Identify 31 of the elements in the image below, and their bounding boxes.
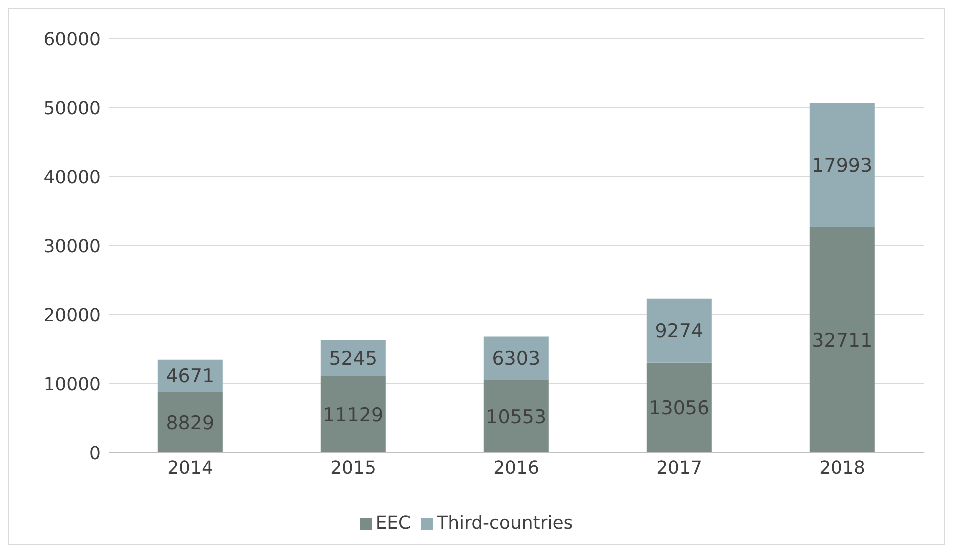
data-label: 11129: [323, 404, 384, 426]
x-tick-label: 2017: [656, 458, 702, 479]
x-tick-label: 2016: [494, 458, 540, 479]
y-tick-label: 50000: [44, 98, 101, 120]
y-tick-label: 40000: [44, 167, 101, 188]
data-label: 9274: [655, 320, 704, 343]
y-tick-label: 20000: [44, 305, 101, 326]
data-label: 13056: [649, 398, 710, 420]
bar: [810, 227, 875, 453]
legend-label: Third-countries: [437, 513, 574, 534]
data-label: 17993: [812, 154, 873, 177]
x-tick-label: 2015: [330, 458, 376, 479]
bar: [810, 103, 875, 228]
y-tick-label: 0: [90, 443, 101, 464]
y-tick-label: 30000: [44, 236, 101, 258]
bar: [484, 380, 549, 453]
bar: [646, 362, 712, 453]
data-label: 5245: [329, 348, 378, 370]
data-label: 32711: [812, 330, 873, 352]
legend-label: EEC: [376, 513, 412, 534]
data-label: 6303: [492, 348, 541, 370]
x-tick-label: 2018: [820, 458, 866, 479]
data-label: 4671: [166, 366, 215, 388]
data-label: 8829: [166, 412, 215, 434]
bar: [320, 376, 386, 453]
data-label: 10553: [486, 406, 547, 428]
bar: [646, 298, 712, 363]
y-tick-label: 10000: [44, 374, 101, 396]
x-tick-label: 2014: [168, 458, 214, 479]
bar: [158, 392, 223, 453]
y-tick-label: 60000: [44, 29, 101, 50]
